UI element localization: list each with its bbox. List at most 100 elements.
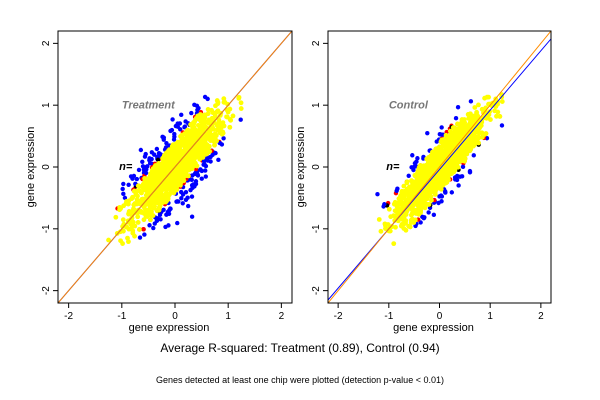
data-point: [156, 160, 162, 166]
data-point: [221, 96, 227, 102]
data-point: [479, 130, 485, 136]
data-point: [415, 156, 420, 161]
data-point: [425, 162, 431, 168]
data-point: [128, 174, 134, 179]
data-point: [147, 188, 153, 193]
data-point: [155, 157, 161, 163]
data-point: [120, 217, 126, 223]
data-point: [439, 125, 444, 130]
data-point: [216, 157, 221, 163]
data-point: [191, 121, 197, 126]
data-point: [222, 99, 228, 105]
data-point: [470, 134, 476, 140]
data-point: [183, 189, 189, 195]
data-point: [393, 224, 398, 230]
data-point: [210, 117, 216, 123]
data-point: [199, 176, 204, 181]
data-point: [149, 183, 155, 189]
data-point: [441, 166, 447, 172]
data-point: [179, 195, 184, 201]
data-point: [396, 200, 402, 206]
x-tick-label: -1: [384, 311, 393, 322]
data-point: [189, 149, 195, 154]
data-point: [190, 173, 195, 178]
data-point: [171, 177, 177, 183]
data-point: [145, 164, 150, 169]
scatter-panel-1: -2 -1 0 1 2 -2 -1 0 1 2 gene expression gene expres…: [25, 30, 293, 334]
data-point: [151, 225, 156, 231]
data-point: [189, 177, 194, 183]
data-point: [180, 192, 186, 197]
data-point: [180, 140, 186, 146]
data-point: [118, 238, 123, 244]
scatter-panel-2: -2 -1 0 1 2 -2 -1 0 1 2 gene expression gene expres…: [295, 30, 552, 334]
data-point: [392, 199, 398, 205]
data-point: [441, 170, 447, 176]
data-point: [195, 147, 201, 152]
data-point: [139, 190, 144, 196]
data-point: [210, 110, 216, 116]
data-point: [415, 202, 421, 208]
data-point: [415, 182, 421, 188]
data-point: [446, 139, 452, 145]
data-point: [185, 132, 191, 138]
data-point: [228, 117, 234, 123]
data-point: [160, 134, 165, 140]
data-point: [460, 164, 466, 170]
data-point: [170, 117, 175, 122]
x-tick-label: 2: [538, 311, 544, 322]
data-point: [445, 144, 451, 150]
data-point: [441, 157, 447, 163]
data-point: [469, 114, 475, 119]
data-point: [217, 130, 223, 136]
data-point: [398, 223, 404, 229]
data-point: [142, 232, 147, 237]
fit-line-1: [328, 38, 551, 301]
data-point: [197, 156, 203, 162]
data-point: [401, 183, 407, 189]
data-point: [189, 110, 194, 116]
data-point: [196, 116, 202, 122]
data-point: [468, 99, 474, 104]
data-point: [407, 224, 413, 230]
data-point: [193, 179, 199, 184]
data-point: [464, 151, 470, 157]
data-point: [424, 189, 430, 195]
data-point: [181, 174, 187, 179]
data-point: [168, 206, 173, 211]
data-point: [164, 140, 169, 146]
data-point: [420, 166, 426, 172]
data-point: [419, 204, 425, 210]
data-point: [438, 139, 444, 145]
r-squared-caption: Average R-squared: Treatment (0.89), Con…: [160, 341, 440, 355]
data-point: [406, 173, 411, 178]
data-point: [177, 168, 183, 173]
fit-line-2: [328, 31, 551, 303]
data-point: [448, 130, 454, 135]
data-point: [148, 217, 153, 223]
data-point: [460, 127, 466, 133]
data-point: [204, 157, 210, 162]
data-point: [175, 220, 180, 226]
data-point: [458, 123, 464, 129]
data-point: [140, 159, 145, 164]
data-point: [138, 147, 144, 153]
data-point: [431, 212, 437, 218]
data-point: [134, 201, 140, 207]
data-point: [122, 195, 128, 201]
data-point: [126, 182, 131, 188]
data-point: [468, 139, 473, 145]
data-point: [452, 175, 458, 180]
data-point: [163, 173, 169, 179]
detection-footnote: Genes detected at least one chip were pl…: [156, 375, 444, 385]
data-point: [113, 214, 119, 220]
data-point: [476, 102, 481, 108]
data-point: [213, 133, 219, 138]
y-tick-label: 0: [311, 164, 322, 170]
data-point: [172, 134, 177, 139]
data-point: [412, 172, 418, 178]
data-point: [499, 123, 505, 128]
data-point: [436, 200, 441, 206]
data-point: [177, 150, 182, 156]
data-point: [136, 167, 142, 173]
